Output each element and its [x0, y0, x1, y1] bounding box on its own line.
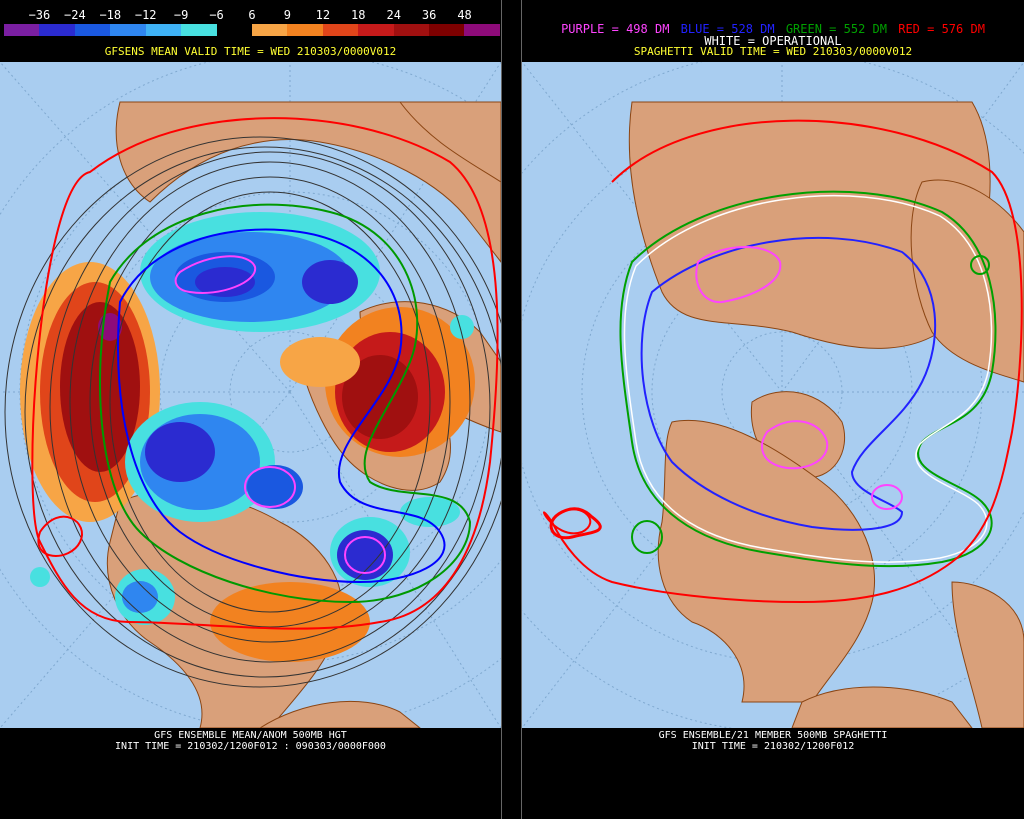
- colorbar-cell: [429, 24, 465, 36]
- left-panel-title: GFSENS MEAN VALID TIME = WED 210303/0000…: [104, 45, 397, 58]
- colorbar-cell: [110, 24, 146, 36]
- height-contours: [4, 136, 501, 688]
- colorbar-label: −36: [28, 8, 51, 22]
- purple-498-contour-3: [344, 536, 386, 574]
- left-footer-line1: GFS ENSEMBLE MEAN/ANOM 500MB HGT: [154, 730, 347, 741]
- blue-528-contour: [117, 228, 446, 584]
- colorbar-cell: [39, 24, 75, 36]
- colorbar-label: 9: [283, 8, 292, 22]
- right-map-svg: [522, 62, 1024, 728]
- colorbar-label: 24: [386, 8, 401, 22]
- colorbar-cell: [181, 24, 217, 36]
- blue-528-spaghetti: [640, 236, 937, 531]
- right-footer-line1: GFS ENSEMBLE/21 MEMBER 500MB SPAGHETTI: [658, 730, 888, 741]
- purple-498-spaghetti-3: [871, 484, 903, 510]
- colorbar-cell: [393, 24, 430, 36]
- red-576-contour: [31, 117, 499, 630]
- right-map: [522, 62, 1024, 728]
- north-america-land: [657, 420, 876, 703]
- legend-blue: BLUE = 528 DM: [680, 22, 775, 36]
- colorbar-label: 6: [248, 8, 256, 22]
- purple-498-contour: [174, 255, 257, 294]
- colorbar-label: 36: [421, 8, 437, 22]
- colorbar-cell: [322, 24, 359, 36]
- red-576-loop: [37, 515, 83, 557]
- green-552-cutoff: [631, 520, 663, 554]
- colorbar-cell: [251, 24, 288, 36]
- right-panel-title: SPAGHETTI VALID TIME = WED 210303/0000V0…: [633, 45, 913, 58]
- colorbar-labels: −36 −24 −18 −12 −9 −6 6 9 12 18 24 36 48: [4, 8, 500, 22]
- colorbar-cell: [464, 24, 500, 36]
- panel-divider: [501, 0, 522, 819]
- scandinavia-land: [398, 101, 501, 183]
- green-552-contour: [99, 203, 472, 604]
- left-footer-line2: INIT TIME = 210302/1200F012 : 090303/000…: [115, 741, 386, 752]
- colorbar-cell: [287, 24, 323, 36]
- colorbar-cell: [358, 24, 394, 36]
- legend-operational: WHITE = OPERATIONAL: [704, 34, 842, 48]
- spaghetti-legend: PURPLE = 498 DM BLUE = 528 DM GREEN = 55…: [522, 22, 1024, 36]
- colorbar-label: 48: [457, 8, 472, 22]
- green-552-cutoff-2: [970, 255, 990, 275]
- legend-red: RED = 576 DM: [898, 22, 985, 36]
- central-america-land: [791, 686, 973, 728]
- colorbar-label: −18: [99, 8, 122, 22]
- africa-land: [951, 581, 1024, 728]
- operational-552-spaghetti: [623, 194, 993, 563]
- purple-498-contour-2: [244, 466, 296, 508]
- spaghetti-contours: [543, 119, 1023, 604]
- purple-498-spaghetti: [695, 246, 782, 304]
- left-map-svg: [0, 62, 501, 728]
- legend-green: GREEN = 552 DM: [785, 22, 887, 36]
- colorbar-cell: [74, 24, 111, 36]
- central-america-land: [259, 700, 421, 728]
- colorbar-cell: [4, 24, 40, 36]
- colorbar-label: 12: [315, 8, 331, 22]
- green-552-spaghetti: [619, 190, 997, 568]
- purple-498-spaghetti-2: [761, 420, 829, 470]
- colorbar-label: 18: [351, 8, 366, 22]
- left-panel-anomaly-map: −36 −24 −18 −12 −9 −6 6 9 12 18 24 36 48 GFSENS MEAN…: [0, 0, 501, 819]
- colorbar-label: −12: [134, 8, 157, 22]
- colorbar-label: −9: [173, 8, 189, 22]
- legend-purple: PURPLE = 498 DM: [561, 22, 670, 36]
- colorbar-label: −24: [64, 8, 86, 22]
- colorbar-label: −6: [209, 8, 224, 22]
- right-footer-line2: INIT TIME = 210302/1200F012: [691, 741, 855, 752]
- colorbar-cell: [145, 24, 182, 36]
- right-panel-spaghetti-map: PURPLE = 498 DM BLUE = 528 DM GREEN = 55…: [522, 0, 1024, 819]
- red-576-spaghetti: [543, 119, 1023, 604]
- land-masses: [628, 101, 1024, 728]
- colorbar-strip: [4, 24, 500, 36]
- red-576-loop: [549, 507, 602, 540]
- left-map: [0, 62, 501, 728]
- colorbar-cell: [216, 24, 252, 36]
